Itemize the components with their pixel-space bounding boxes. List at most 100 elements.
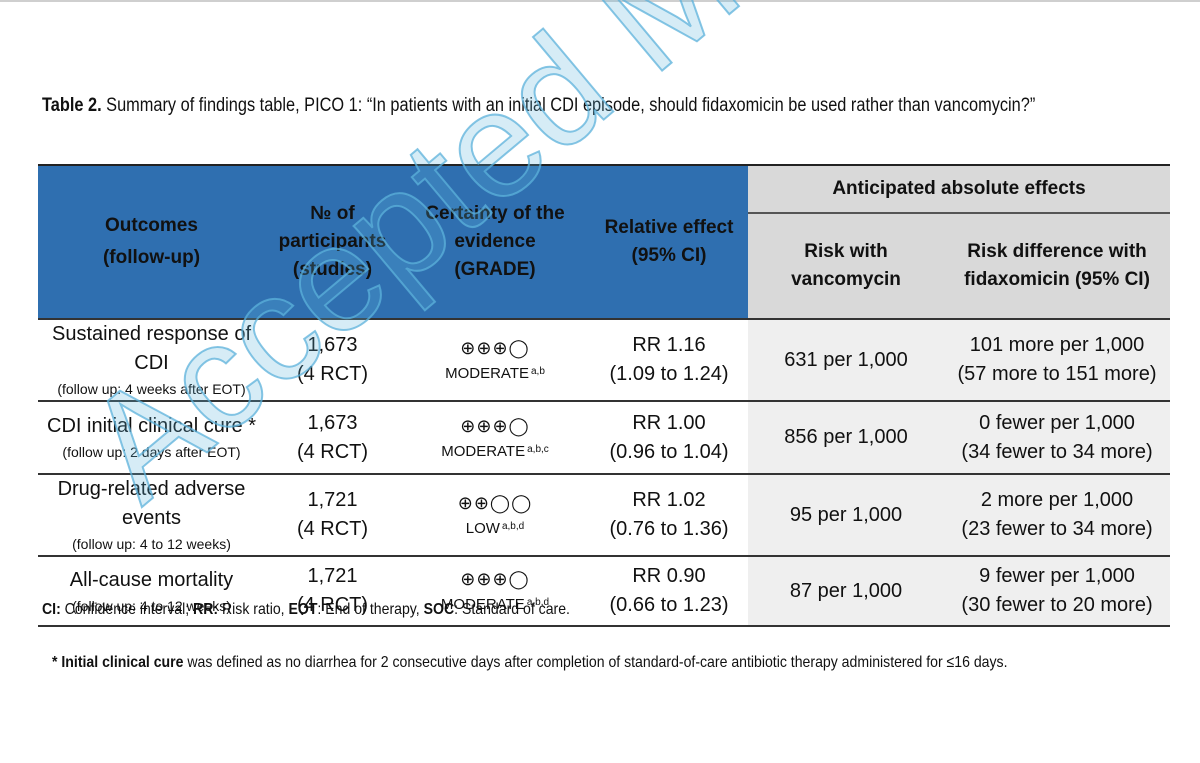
risk-with-value: 87 per 1,000 xyxy=(789,579,903,602)
grade-label: LOW a,b,d xyxy=(400,516,590,540)
table-row: CDI initial clinical cure * (follow up: … xyxy=(38,401,1171,475)
cell-certainty: ⊕⊕⊕◯ MODERATE a,b,c xyxy=(400,401,590,475)
outcome-name: CDI initial clinical cure * xyxy=(47,415,256,437)
risk-diff-ci: (57 more to 151 more) xyxy=(957,363,1157,385)
caption-label: Table 2. xyxy=(42,95,102,116)
outcome-name: All-cause mortality xyxy=(69,568,234,591)
participants-count: 1,673 xyxy=(307,411,358,434)
grade-label: MODERATE a,b,c xyxy=(400,439,590,463)
cell-participants: 1,721 (4 RCT) xyxy=(265,556,400,627)
abbreviations-note: CI: Confidence interval; RR: Risk ratio,… xyxy=(42,599,1045,621)
header-certainty-line1: Certainty of the xyxy=(425,203,565,224)
grade-level: MODERATE xyxy=(445,365,529,382)
relative-ci: (0.96 to 1.04) xyxy=(609,440,729,463)
header-certainty-line2: evidence xyxy=(454,231,536,252)
grade-symbols: ⊕⊕⊕◯ xyxy=(460,338,530,358)
cell-outcome: Drug-related adverse events (follow up: … xyxy=(38,474,265,557)
risk-diff-value: 2 more per 1,000 xyxy=(980,489,1134,511)
participants-count: 1,721 xyxy=(307,565,358,587)
outcome-followup: (follow up: 2 days after EOT) xyxy=(62,444,241,460)
grade-symbols: ⊕⊕◯◯ xyxy=(457,493,533,513)
cell-risk-difference: 101 more per 1,000 (57 more to 151 more) xyxy=(944,319,1171,402)
header-anticipated-effects: Anticipated absolute effects xyxy=(748,164,1171,214)
risk-with-value: 856 per 1,000 xyxy=(784,426,908,448)
risk-with-value: 95 per 1,000 xyxy=(789,503,903,526)
studies-count: (4 RCT) xyxy=(296,518,369,540)
cell-participants: 1,673 (4 RCT) xyxy=(265,319,400,402)
grade-level: MODERATE xyxy=(441,442,526,460)
cell-risk-difference: 2 more per 1,000 (23 fewer to 34 more) xyxy=(944,474,1171,557)
participants-count: 1,673 xyxy=(307,334,358,356)
cell-outcome: Sustained response of CDI (follow up: 4 … xyxy=(38,319,265,402)
cell-relative-effect: RR 1.16 (1.09 to 1.24) xyxy=(590,319,748,402)
cell-certainty: ⊕⊕⊕◯ MODERATE a,b xyxy=(400,319,590,402)
abbr-term: SOC xyxy=(423,601,455,618)
grade-level: LOW xyxy=(465,520,500,537)
cell-certainty: ⊕⊕⊕◯ MODERATE a,b,d xyxy=(400,556,590,627)
grade-label: MODERATE a,b,d xyxy=(400,592,590,616)
header-risk-diff-line1: Risk difference xyxy=(967,241,1104,262)
grade-footnotes: a,b xyxy=(531,366,545,377)
table-row: Sustained response of CDI (follow up: 4 … xyxy=(38,319,1171,402)
header-outcomes-line1: Outcomes xyxy=(105,215,198,236)
relative-ratio: RR 1.02 xyxy=(632,489,706,511)
relative-ci: (0.66 to 1.23) xyxy=(609,594,729,616)
outcome-followup: (follow up: 4 to 12 weeks) xyxy=(72,536,231,552)
outcome-name: Drug-related adverse events xyxy=(57,478,246,529)
footnote-text: was defined as no diarrhea for 2 consecu… xyxy=(183,654,1008,671)
cell-participants: 1,721 (4 RCT) xyxy=(265,474,400,557)
cell-risk-with: 631 per 1,000 xyxy=(748,319,944,402)
risk-diff-ci: (30 fewer to 20 more) xyxy=(961,594,1153,616)
cell-relative-effect: RR 0.90 (0.66 to 1.23) xyxy=(590,556,748,627)
studies-count: (4 RCT) xyxy=(296,363,369,385)
cell-outcome: All-cause mortality (follow up: 4 to 12 … xyxy=(38,556,265,627)
header-risk-with-line2: vancomycin xyxy=(791,269,901,290)
outcome-followup: (follow up: 4 to 12 weeks) xyxy=(72,597,231,614)
abbr-term: RR: xyxy=(193,601,219,618)
grade-level: MODERATE xyxy=(440,596,525,613)
abbr-def: : Standard of care. xyxy=(454,601,570,618)
header-risk-with-line1: Risk with xyxy=(804,241,888,262)
outcome-name: Sustained response of CDI xyxy=(51,323,252,374)
header-participants-line2: participants xyxy=(278,231,387,252)
cell-risk-with: 87 per 1,000 xyxy=(748,556,944,627)
studies-count: (4 RCT) xyxy=(296,594,369,616)
header-participants-line3: (studies) xyxy=(292,259,373,280)
risk-diff-value: 0 fewer per 1,000 xyxy=(979,411,1135,434)
abbr-def: Confidence interval; xyxy=(60,601,194,618)
header-risk-diff-line2: with fidaxomicin xyxy=(964,241,1147,290)
caption-text: Summary of findings table, PICO 1: “In p… xyxy=(106,95,1036,116)
header-certainty-line3: (GRADE) xyxy=(454,259,536,280)
grade-symbols: ⊕⊕⊕◯ xyxy=(460,569,530,589)
grade-label: MODERATE a,b xyxy=(400,361,590,385)
table-caption: Table 2. Summary of findings table, PICO… xyxy=(42,92,1035,120)
cell-certainty: ⊕⊕◯◯ LOW a,b,d xyxy=(400,474,590,557)
top-rule xyxy=(0,0,1200,2)
risk-with-value: 631 per 1,000 xyxy=(784,348,908,371)
header-outcomes-line2: (follow-up) xyxy=(102,247,201,268)
risk-diff-value: 101 more per 1,000 xyxy=(969,334,1145,356)
risk-diff-value: 9 fewer per 1,000 xyxy=(979,565,1135,587)
studies-count: (4 RCT) xyxy=(296,440,369,463)
header-risk-difference: Risk difference with fidaxomicin (95% CI… xyxy=(944,213,1171,319)
cell-risk-difference: 0 fewer per 1,000 (34 fewer to 34 more) xyxy=(944,401,1171,475)
summary-of-findings-table: Outcomes (follow-up) № of participants (… xyxy=(38,164,1171,627)
footnote-term: Initial clinical cure xyxy=(61,654,184,671)
footnote-prefix: * xyxy=(52,654,62,671)
cell-risk-with: 856 per 1,000 xyxy=(748,401,944,475)
cell-participants: 1,673 (4 RCT) xyxy=(265,401,400,475)
grade-footnotes: a,b,c xyxy=(527,443,549,455)
footnote: * Initial clinical cure was defined as n… xyxy=(52,652,1055,674)
header-certainty: Certainty of the evidence (GRADE) xyxy=(400,164,590,319)
abbr-term: EOT xyxy=(288,601,318,618)
header-risk-diff-line3: (95% CI) xyxy=(1074,269,1150,290)
table-row: Drug-related adverse events (follow up: … xyxy=(38,474,1171,557)
relative-ratio: RR 0.90 xyxy=(632,565,706,587)
cell-outcome: CDI initial clinical cure * (follow up: … xyxy=(38,401,265,475)
header-participants-line1: № of xyxy=(310,203,355,224)
grade-symbols: ⊕⊕⊕◯ xyxy=(460,415,530,436)
participants-count: 1,721 xyxy=(307,489,358,511)
header-relative-effect: Relative effect (95% CI) xyxy=(590,164,748,319)
risk-diff-ci: (34 fewer to 34 more) xyxy=(961,440,1153,463)
header-outcomes: Outcomes (follow-up) xyxy=(38,164,265,319)
